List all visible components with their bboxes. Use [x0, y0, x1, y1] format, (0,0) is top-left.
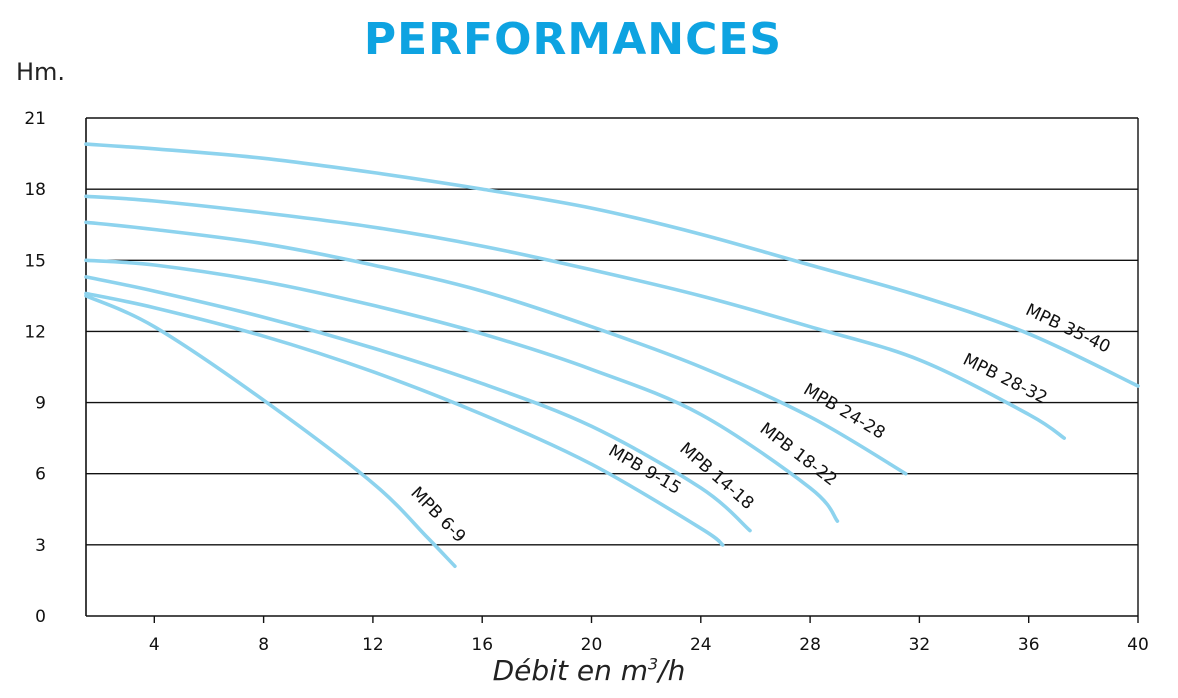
x-tick-label: 16: [471, 635, 493, 655]
x-tick-label: 12: [362, 635, 384, 655]
y-tick-label: 9: [35, 394, 46, 414]
y-tick-label: 3: [35, 536, 46, 556]
curve-mpb-18-22: [84, 258, 840, 523]
curve-mpb-9-15: [84, 291, 725, 547]
y-tick-label: 21: [24, 109, 46, 129]
x-tick-label: 24: [690, 635, 712, 655]
y-tick-label: 12: [24, 322, 46, 342]
y-tick-label: 18: [24, 180, 46, 200]
x-axis-label: Débit en m3/h: [0, 654, 1178, 687]
curve-label-mpb-35-40: MPB 35-40: [1022, 300, 1113, 357]
x-tick-label: 40: [1127, 635, 1149, 655]
chart-title: PERFORMANCES: [363, 14, 783, 65]
x-tick-label: 28: [799, 635, 821, 655]
x-axis-label-sup: 3: [648, 654, 659, 674]
y-axis-label: Hm.: [16, 58, 66, 86]
y-tick-label: 15: [24, 251, 46, 271]
curve-mpb-14-18: [84, 275, 752, 533]
x-axis-label-suffix: /h: [658, 654, 686, 687]
y-tick-label: 0: [35, 607, 46, 627]
curve-label-mpb-14-18: MPB 14-18: [675, 439, 757, 514]
curve-mpb-35-40: [84, 142, 1140, 388]
curve-mpb-6-9: [84, 294, 457, 568]
x-tick-label: 4: [149, 635, 160, 655]
y-tick-label: 6: [35, 465, 46, 485]
x-tick-label: 8: [258, 635, 269, 655]
curve-mpb-24-28: [84, 220, 908, 476]
curve-label-mpb-28-32: MPB 28-32: [960, 350, 1051, 409]
x-tick-label: 32: [909, 635, 931, 655]
curve-label-mpb-6-9: MPB 6-9: [406, 483, 469, 547]
curve-mpb-28-32: [84, 194, 1066, 440]
x-tick-label: 36: [1018, 635, 1040, 655]
x-tick-label: 20: [581, 635, 603, 655]
x-axis-label-prefix: Débit en m: [492, 654, 648, 687]
